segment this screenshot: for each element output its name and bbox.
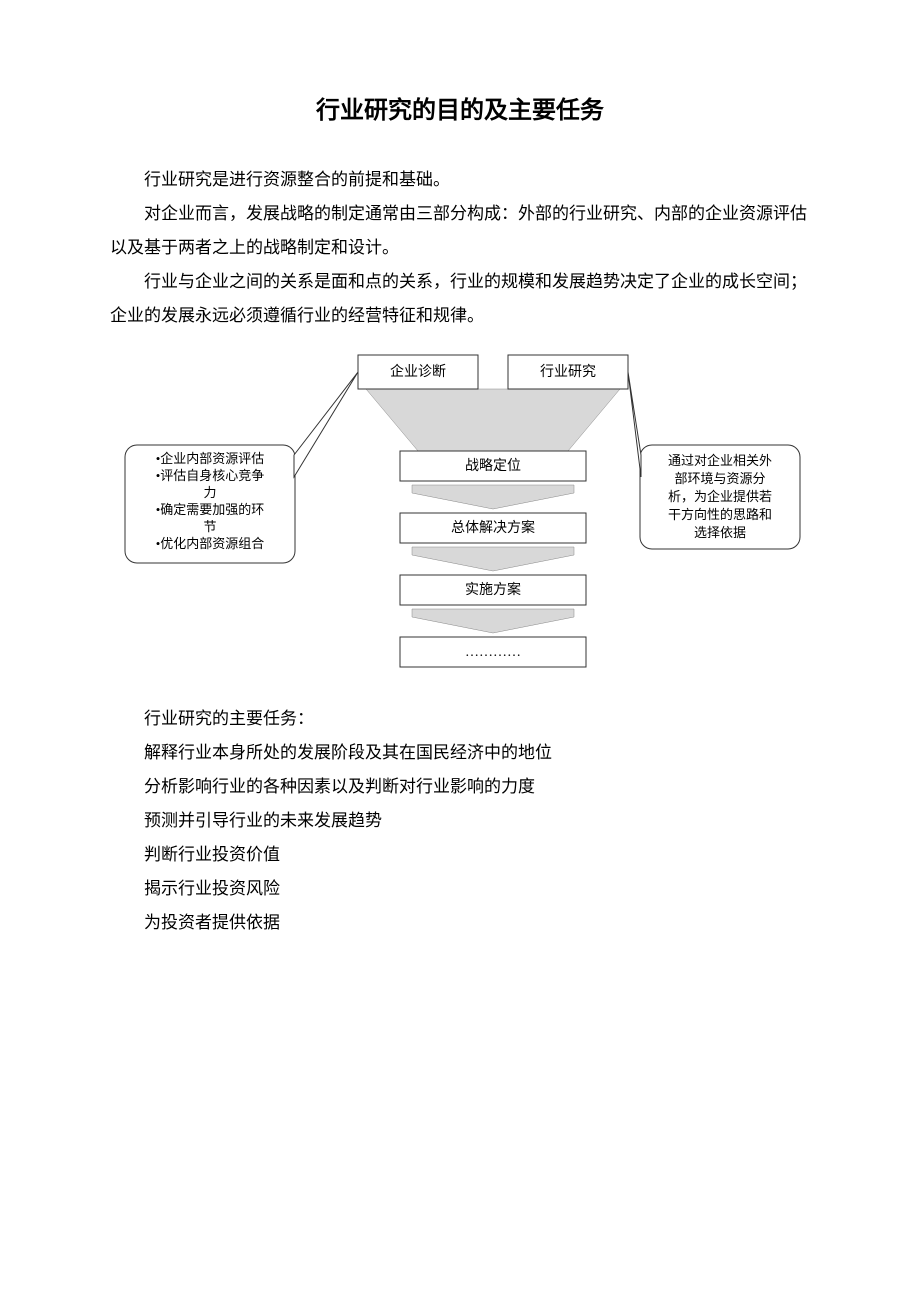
paragraph-2: 对企业而言，发展战略的制定通常由三部分构成：外部的行业研究、内部的企业资源评估以… [110, 197, 810, 265]
document-page: 行业研究的目的及主要任务 行业研究是进行资源整合的前提和基础。 对企业而言，发展… [0, 0, 920, 1000]
svg-text:•确定需要加强的环: •确定需要加强的环 [156, 502, 265, 517]
svg-text:析，为企业提供若: 析，为企业提供若 [668, 489, 772, 504]
svg-text:总体解决方案: 总体解决方案 [451, 519, 535, 536]
flowchart-diagram: 企业诊断 行业研究战略定位总体解决方案实施方案 ………… •企业内部资源评估 •评估自身… [110, 345, 810, 690]
paragraph-1: 行业研究是进行资源整合的前提和基础。 [110, 163, 810, 197]
svg-text:•优化内部资源组合: •优化内部资源组合 [156, 536, 265, 551]
svg-text:战略定位: 战略定位 [465, 458, 521, 474]
tasks-list: 解释行业本身所处的发展阶段及其在国民经济中的地位分析影响行业的各种因素以及判断对… [110, 736, 810, 940]
svg-text:行业研究: 行业研究 [540, 364, 596, 380]
svg-text:选择依据: 选择依据 [694, 525, 746, 540]
flowchart-svg: 企业诊断 行业研究战略定位总体解决方案实施方案 ………… •企业内部资源评估 •评估自身… [110, 345, 810, 685]
svg-text:实施方案: 实施方案 [465, 581, 521, 598]
svg-text:干方向性的思路和: 干方向性的思路和 [668, 507, 772, 522]
svg-text:节: 节 [203, 519, 216, 534]
task-item: 揭示行业投资风险 [110, 872, 810, 906]
svg-text:•企业内部资源评估: •企业内部资源评估 [156, 451, 265, 466]
task-item: 分析影响行业的各种因素以及判断对行业影响的力度 [110, 770, 810, 804]
svg-text:部环境与资源分: 部环境与资源分 [674, 471, 765, 486]
svg-text:通过对企业相关外: 通过对企业相关外 [668, 453, 772, 468]
paragraph-3: 行业与企业之间的关系是面和点的关系，行业的规模和发展趋势决定了企业的成长空间；企… [110, 265, 810, 333]
svg-text:•评估自身核心竞争: •评估自身核心竞争 [156, 468, 265, 483]
task-item: 判断行业投资价值 [110, 838, 810, 872]
task-item: 预测并引导行业的未来发展趋势 [110, 804, 810, 838]
task-item: 为投资者提供依据 [110, 906, 810, 940]
task-item: 解释行业本身所处的发展阶段及其在国民经济中的地位 [110, 736, 810, 770]
svg-text:力: 力 [203, 485, 216, 500]
svg-text:企业诊断: 企业诊断 [390, 363, 446, 380]
page-title: 行业研究的目的及主要任务 [110, 90, 810, 125]
tasks-header: 行业研究的主要任务： [110, 702, 810, 736]
svg-text:…………: ………… [465, 645, 521, 660]
